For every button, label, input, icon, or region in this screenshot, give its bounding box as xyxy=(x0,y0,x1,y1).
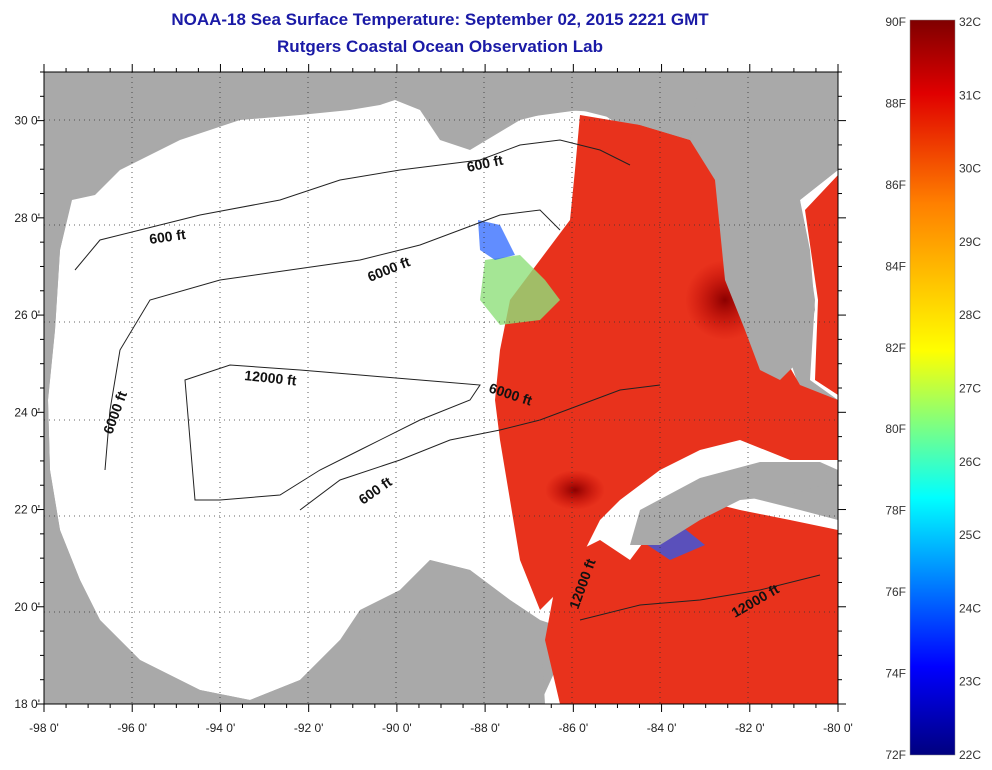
x-tick-label: -98 0' xyxy=(29,721,59,735)
colorbar-label-f: 90F xyxy=(885,15,906,29)
contour-label: 600 ft xyxy=(148,226,187,247)
contour-12000ft-carib xyxy=(579,574,821,621)
x-axis-labels: -98 0' -96 0' -94 0' -92 0' -90 0' -88 0' -86 … xyxy=(29,721,853,735)
x-tick-label: -82 0' xyxy=(735,721,765,735)
map-subtitle: Rutgers Coastal Ocean Observation Lab xyxy=(277,37,603,56)
sst-blue-patch-2 xyxy=(640,525,705,560)
colorbar-label-f: 88F xyxy=(885,96,906,110)
y-tick-label: 18 0' xyxy=(14,697,40,711)
tick-marks xyxy=(36,64,846,712)
colorbar-label-f: 86F xyxy=(885,178,906,192)
x-tick-label: -84 0' xyxy=(647,721,677,735)
y-tick-label: 24 0' xyxy=(14,405,40,419)
mexico-land xyxy=(44,250,360,704)
colorbar-label-c: 22C xyxy=(959,748,981,762)
graticule xyxy=(44,72,838,704)
map-title: NOAA-18 Sea Surface Temperature: Septemb… xyxy=(171,10,709,29)
colorbar-label-c: 25C xyxy=(959,528,981,542)
colorbar-label-f: 76F xyxy=(885,585,906,599)
cuba-land xyxy=(630,462,838,545)
sst-blue-patch xyxy=(478,220,515,260)
sst-cool-patch xyxy=(480,255,560,325)
y-tick-label: 22 0' xyxy=(14,503,40,517)
y-tick-label: 20 0' xyxy=(14,600,40,614)
y-tick-label: 26 0' xyxy=(14,308,40,322)
x-tick-label: -86 0' xyxy=(559,721,589,735)
colorbar-label-c: 30C xyxy=(959,162,981,176)
x-tick-label: -90 0' xyxy=(382,721,412,735)
colorbar-label-c: 28C xyxy=(959,308,981,322)
y-tick-label: 30 0' xyxy=(14,114,40,128)
us-coast-land xyxy=(44,72,700,250)
contour-600ft xyxy=(74,139,631,271)
x-tick-label: -96 0' xyxy=(117,721,147,735)
x-tick-label: -88 0' xyxy=(470,721,500,735)
contour-label: 600 ft xyxy=(465,152,504,175)
colorbar-label-c: 26C xyxy=(959,455,981,469)
colorbar-label-c: 29C xyxy=(959,235,981,249)
colorbar-label-f: 74F xyxy=(885,667,906,681)
colorbar-label-c: 23C xyxy=(959,675,981,689)
colorbar-label-f: 82F xyxy=(885,341,906,355)
sst-hotspot-2 xyxy=(545,470,605,510)
colorbar-label-f: 84F xyxy=(885,259,906,273)
colorbar-label-c: 32C xyxy=(959,15,981,29)
colorbar-label-c: 24C xyxy=(959,601,981,615)
colorbar-label-f: 78F xyxy=(885,504,906,518)
colorbar-label-f: 72F xyxy=(885,748,906,762)
contour-label: 12000 ft xyxy=(244,367,298,388)
sst-florida-east xyxy=(805,175,838,395)
y-tick-label: 28 0' xyxy=(14,211,40,225)
colorbar-label-c: 31C xyxy=(959,88,981,102)
yucatan-land xyxy=(360,560,545,704)
x-tick-label: -94 0' xyxy=(206,721,236,735)
contour-6000ft-south xyxy=(299,384,661,511)
colorbar-label-c: 27C xyxy=(959,382,981,396)
colorbar-label-f: 80F xyxy=(885,422,906,436)
colorbar xyxy=(909,19,956,756)
sst-south-region xyxy=(545,500,838,704)
colorbar-fahrenheit-labels: 90F 88F 86F 84F 82F 80F 78F 76F 74F 72F xyxy=(885,15,906,762)
colorbar-celsius-labels: 32C 31C 30C 29C 28C 27C 26C 25C 24C 23C 22C xyxy=(959,15,981,762)
florida-land xyxy=(690,72,838,380)
x-tick-label: -80 0' xyxy=(823,721,853,735)
y-axis-labels: 30 0' 28 0' 26 0' 24 0' 22 0' 20 0' 18 0' xyxy=(14,114,40,711)
x-tick-label: -92 0' xyxy=(294,721,324,735)
contour-12000ft xyxy=(184,364,481,501)
contour-6000ft xyxy=(104,209,561,471)
